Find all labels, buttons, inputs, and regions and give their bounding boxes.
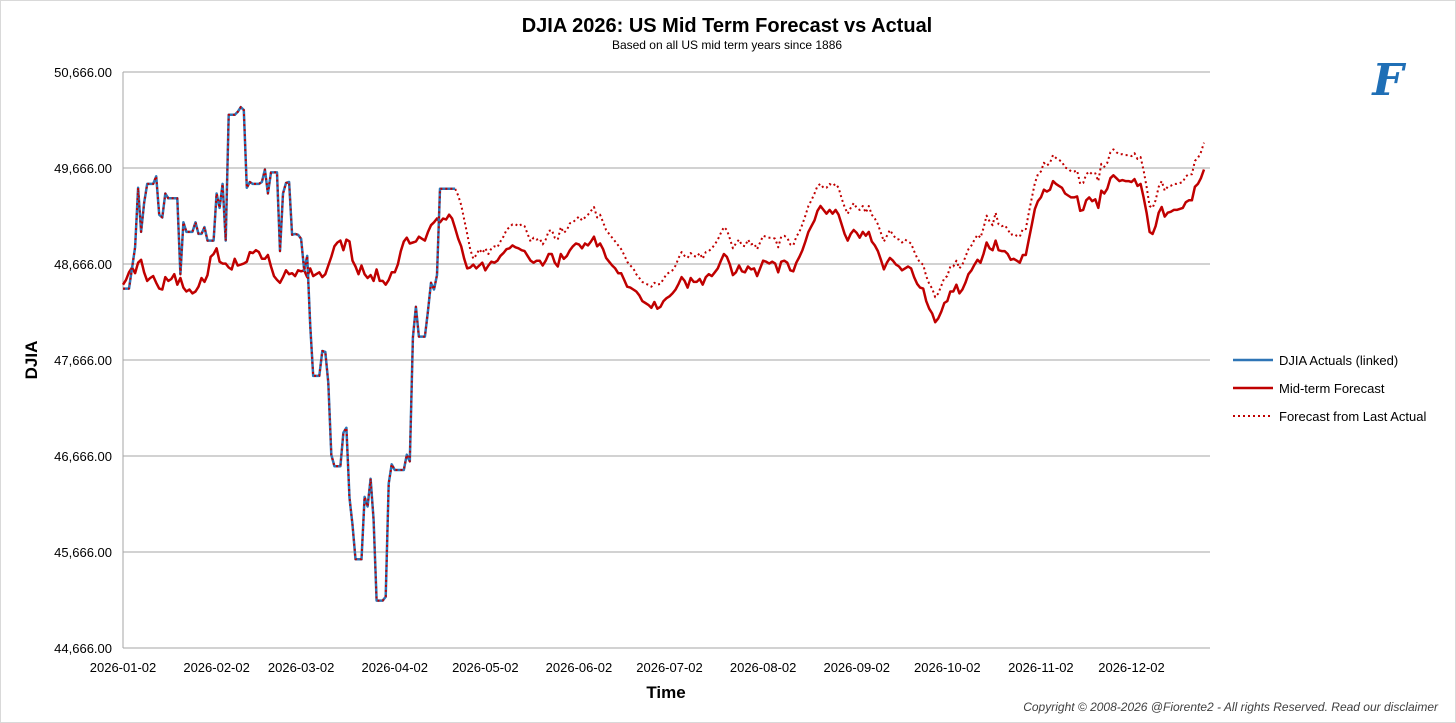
y-tick-label: 48,666.00 (54, 257, 112, 272)
fiorente-logo-letter: F (1370, 55, 1406, 106)
y-axis-label: DJIA (22, 341, 41, 380)
y-tick-label: 45,666.00 (54, 545, 112, 560)
x-tick-label: 2026-12-02 (1098, 660, 1165, 675)
x-tick-label: 2026-02-02 (183, 660, 250, 675)
x-tick-label: 2026-10-02 (914, 660, 981, 675)
y-tick-label: 47,666.00 (54, 353, 112, 368)
y-tick-label: 46,666.00 (54, 449, 112, 464)
series-line-mid-term-forecast (121, 169, 1206, 324)
chart-title: DJIA 2026: US Mid Term Forecast vs Actua… (522, 15, 933, 37)
x-tick-label: 2026-08-02 (730, 660, 797, 675)
legend-label-djia-actuals-linked: DJIA Actuals (linked) (1279, 353, 1398, 368)
x-tick-label: 2026-01-02 (90, 660, 157, 675)
fiorente-logo: F (1370, 55, 1406, 106)
legend-label-mid-term-forecast: Mid-term Forecast (1279, 381, 1385, 396)
legend-label-forecast-from-last-actual: Forecast from Last Actual (1279, 409, 1427, 424)
series-line-forecast-from-last-actual (123, 106, 1205, 602)
y-tick-label: 50,666.00 (54, 65, 112, 80)
y-tick-label: 49,666.00 (54, 161, 112, 176)
x-tick-label: 2026-11-02 (1008, 660, 1074, 675)
x-tick-label: 2026-05-02 (452, 660, 519, 675)
x-tick-label: 2026-07-02 (636, 660, 703, 675)
series-layer (121, 105, 1206, 602)
y-tick-label: 44,666.00 (54, 641, 112, 656)
copyright-notice: Copyright © 2008-2026 @Fiorente2 - All r… (1023, 700, 1439, 714)
x-tick-label: 2026-04-02 (362, 660, 429, 675)
x-tick-label: 2026-09-02 (823, 660, 890, 675)
x-tick-label: 2026-06-02 (546, 660, 613, 675)
y-axis-ticks: 44,666.00 45,666.00 46,666.00 47,666.00 48,6… (54, 65, 112, 656)
x-axis-label: Time (646, 683, 685, 702)
series-line-djia-actuals-linked-overlay (123, 106, 456, 602)
series-line-djia-actuals-linked (123, 105, 456, 602)
x-axis-ticks: 2026-01-02 2026-02-02 2026-03-02 2026-04-02… (90, 660, 1165, 675)
chart-subtitle: Based on all US mid term years since 188… (612, 38, 842, 52)
gridlines (123, 71, 1210, 649)
x-tick-label: 2026-03-02 (268, 660, 335, 675)
legend: DJIA Actuals (linked) Mid-term Forecast Fo… (1233, 353, 1427, 424)
